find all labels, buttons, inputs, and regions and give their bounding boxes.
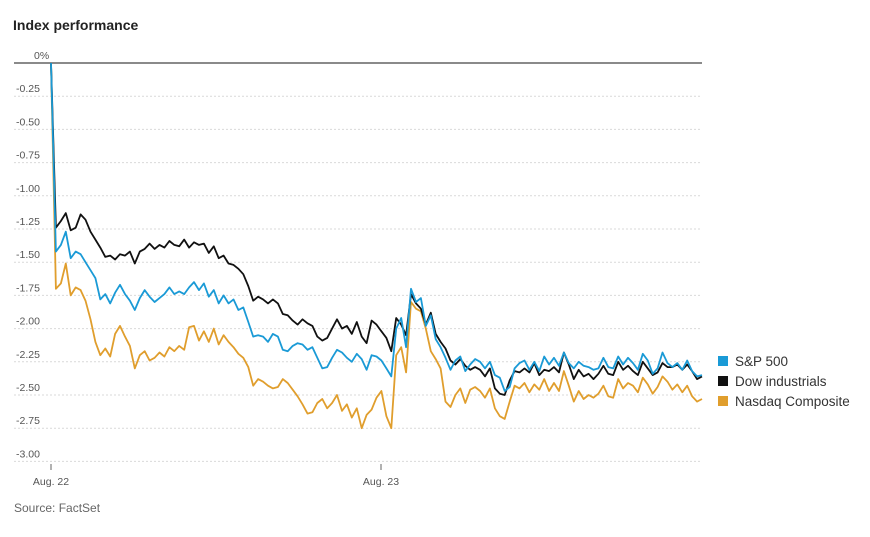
legend: S&P 500 Dow industrials Nasdaq Composite xyxy=(718,354,850,409)
series-lines xyxy=(50,62,703,430)
y-tick-label: -3.00 xyxy=(16,448,40,460)
y-axis-ticks: 0% -0.25 -0.50 -0.75 -1.00 -1.25 -1.50 -1.75 -2.… xyxy=(16,50,49,460)
series-line-dow-industrials xyxy=(50,62,703,396)
legend-swatch xyxy=(718,396,728,406)
legend-swatch xyxy=(718,356,728,366)
y-tick-label: -2.25 xyxy=(16,349,40,361)
y-tick-label: -0.75 xyxy=(16,150,40,162)
y-tick-label: -0.25 xyxy=(16,83,40,95)
legend-label: S&P 500 xyxy=(735,354,788,369)
y-tick-label: -1.25 xyxy=(16,216,40,228)
y-tick-label: -2.50 xyxy=(16,382,40,394)
gridlines xyxy=(14,62,702,462)
source-note: Source: FactSet xyxy=(14,501,101,515)
y-tick-label: -2.75 xyxy=(16,415,40,427)
y-tick-label: -0.50 xyxy=(16,116,40,128)
legend-label: Nasdaq Composite xyxy=(735,394,850,409)
x-tick-label: Aug. 22 xyxy=(33,476,69,488)
y-tick-label: -1.00 xyxy=(16,183,40,195)
y-tick-label: 0% xyxy=(34,50,49,62)
y-tick-label: -1.50 xyxy=(16,249,40,261)
legend-swatch xyxy=(718,376,728,386)
chart-title: Index performance xyxy=(13,17,138,33)
x-axis-ticks: Aug. 22 Aug. 23 xyxy=(33,464,399,488)
y-tick-label: -1.75 xyxy=(16,282,40,294)
legend-label: Dow industrials xyxy=(735,374,827,389)
y-tick-label: -2.00 xyxy=(16,316,40,328)
x-tick-label: Aug. 23 xyxy=(363,476,399,488)
series-line-s-p-500 xyxy=(50,62,703,392)
series-line-nasdaq-composite xyxy=(50,62,703,430)
